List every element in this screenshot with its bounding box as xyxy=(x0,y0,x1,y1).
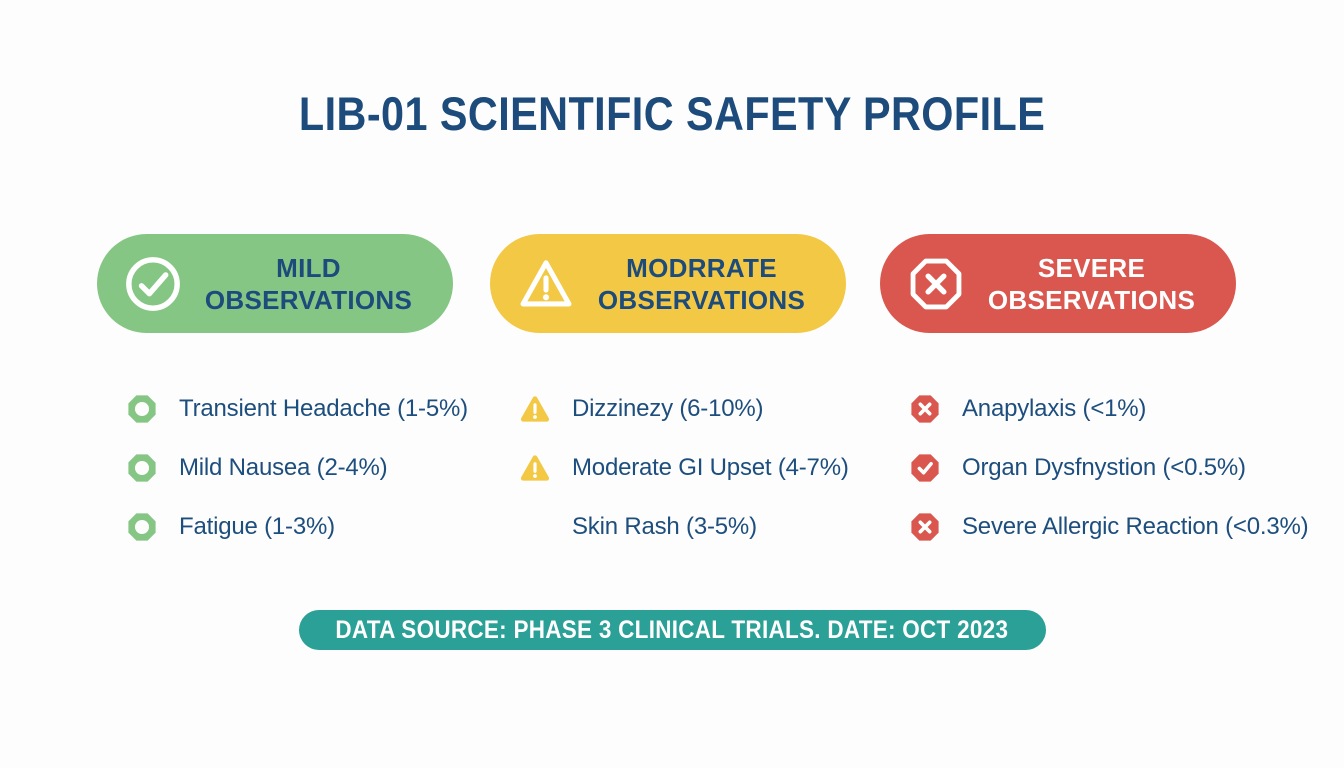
list-item: Skin Rash (3-5%) xyxy=(520,511,846,543)
data-source-banner: DATA SOURCE: PHASE 3 CLINICAL TRIALS. DA… xyxy=(298,610,1046,650)
page-title: LIB-01 SCIENTIFIC SAFETY PROFILE xyxy=(298,87,1046,140)
warning-triangle-icon xyxy=(517,255,575,313)
item-text: Severe Allergic Reaction (<0.3%) xyxy=(962,513,1309,540)
octagon-check-icon xyxy=(910,453,940,483)
list-item: Moderate GI Upset (4-7%) xyxy=(520,452,849,484)
severe-header-line1: SEVERE xyxy=(1037,252,1146,283)
mild-header-pill: MILD OBSERVATIONS xyxy=(97,234,453,333)
mild-header-line1: MILD xyxy=(276,252,341,283)
data-source-text: DATA SOURCE: PHASE 3 CLINICAL TRIALS. DA… xyxy=(335,615,1009,644)
severe-header-pill: SEVERE OBSERVATIONS xyxy=(880,234,1236,333)
octagon-ring-icon xyxy=(127,394,157,424)
item-text: Transient Headache (1-5%) xyxy=(179,395,468,422)
no-icon xyxy=(520,512,550,542)
title-container: LIB-01 SCIENTIFIC SAFETY PROFILE xyxy=(0,86,1344,141)
check-circle-icon xyxy=(124,255,182,313)
warning-triangle-icon xyxy=(520,394,550,424)
list-item: Fatigue (1-3%) xyxy=(127,511,453,543)
list-item: Transient Headache (1-5%) xyxy=(127,393,468,425)
item-text: Anapylaxis (<1%) xyxy=(962,395,1147,422)
moderate-header-line2: OBSERVATIONS xyxy=(597,284,806,315)
severe-header-line2: OBSERVATIONS xyxy=(987,284,1196,315)
item-text: Organ Dysfnystion (<0.5%) xyxy=(962,454,1246,481)
severe-header-label: SEVERE OBSERVATIONS xyxy=(965,252,1218,316)
octagon-x-icon xyxy=(907,255,965,313)
column-moderate: MODRRATE OBSERVATIONS Dizzinezy (6-10%) … xyxy=(490,234,849,570)
mild-header-label: MILD OBSERVATIONS xyxy=(182,252,435,316)
moderate-header-line1: MODRRATE xyxy=(626,252,777,283)
list-item: Dizzinezy (6-10%) xyxy=(520,393,846,425)
moderate-items-list: Dizzinezy (6-10%) Moderate GI Upset (4-7… xyxy=(490,393,849,543)
mild-items-list: Transient Headache (1-5%) Mild Nausea (2… xyxy=(97,393,468,543)
footer-container: DATA SOURCE: PHASE 3 CLINICAL TRIALS. DA… xyxy=(0,610,1344,650)
warning-triangle-icon xyxy=(520,453,550,483)
item-text: Moderate GI Upset (4-7%) xyxy=(572,454,849,481)
item-text: Fatigue (1-3%) xyxy=(179,513,335,540)
item-text: Mild Nausea (2-4%) xyxy=(179,454,388,481)
item-text: Skin Rash (3-5%) xyxy=(572,513,757,540)
item-text: Dizzinezy (6-10%) xyxy=(572,395,764,422)
octagon-ring-icon xyxy=(127,512,157,542)
column-mild: MILD OBSERVATIONS Transient Headache (1-… xyxy=(97,234,468,570)
column-severe: SEVERE OBSERVATIONS Anapylaxis (<1%) Org… xyxy=(880,234,1309,570)
mild-header-line2: OBSERVATIONS xyxy=(204,284,413,315)
octagon-x-icon xyxy=(910,512,940,542)
octagon-ring-icon xyxy=(127,453,157,483)
moderate-header-pill: MODRRATE OBSERVATIONS xyxy=(490,234,846,333)
list-item: Organ Dysfnystion (<0.5%) xyxy=(910,452,1246,484)
severe-items-list: Anapylaxis (<1%) Organ Dysfnystion (<0.5… xyxy=(880,393,1309,543)
list-item: Mild Nausea (2-4%) xyxy=(127,452,453,484)
octagon-x-icon xyxy=(910,394,940,424)
list-item: Severe Allergic Reaction (<0.3%) xyxy=(910,511,1309,543)
list-item: Anapylaxis (<1%) xyxy=(910,393,1236,425)
moderate-header-label: MODRRATE OBSERVATIONS xyxy=(575,252,828,316)
